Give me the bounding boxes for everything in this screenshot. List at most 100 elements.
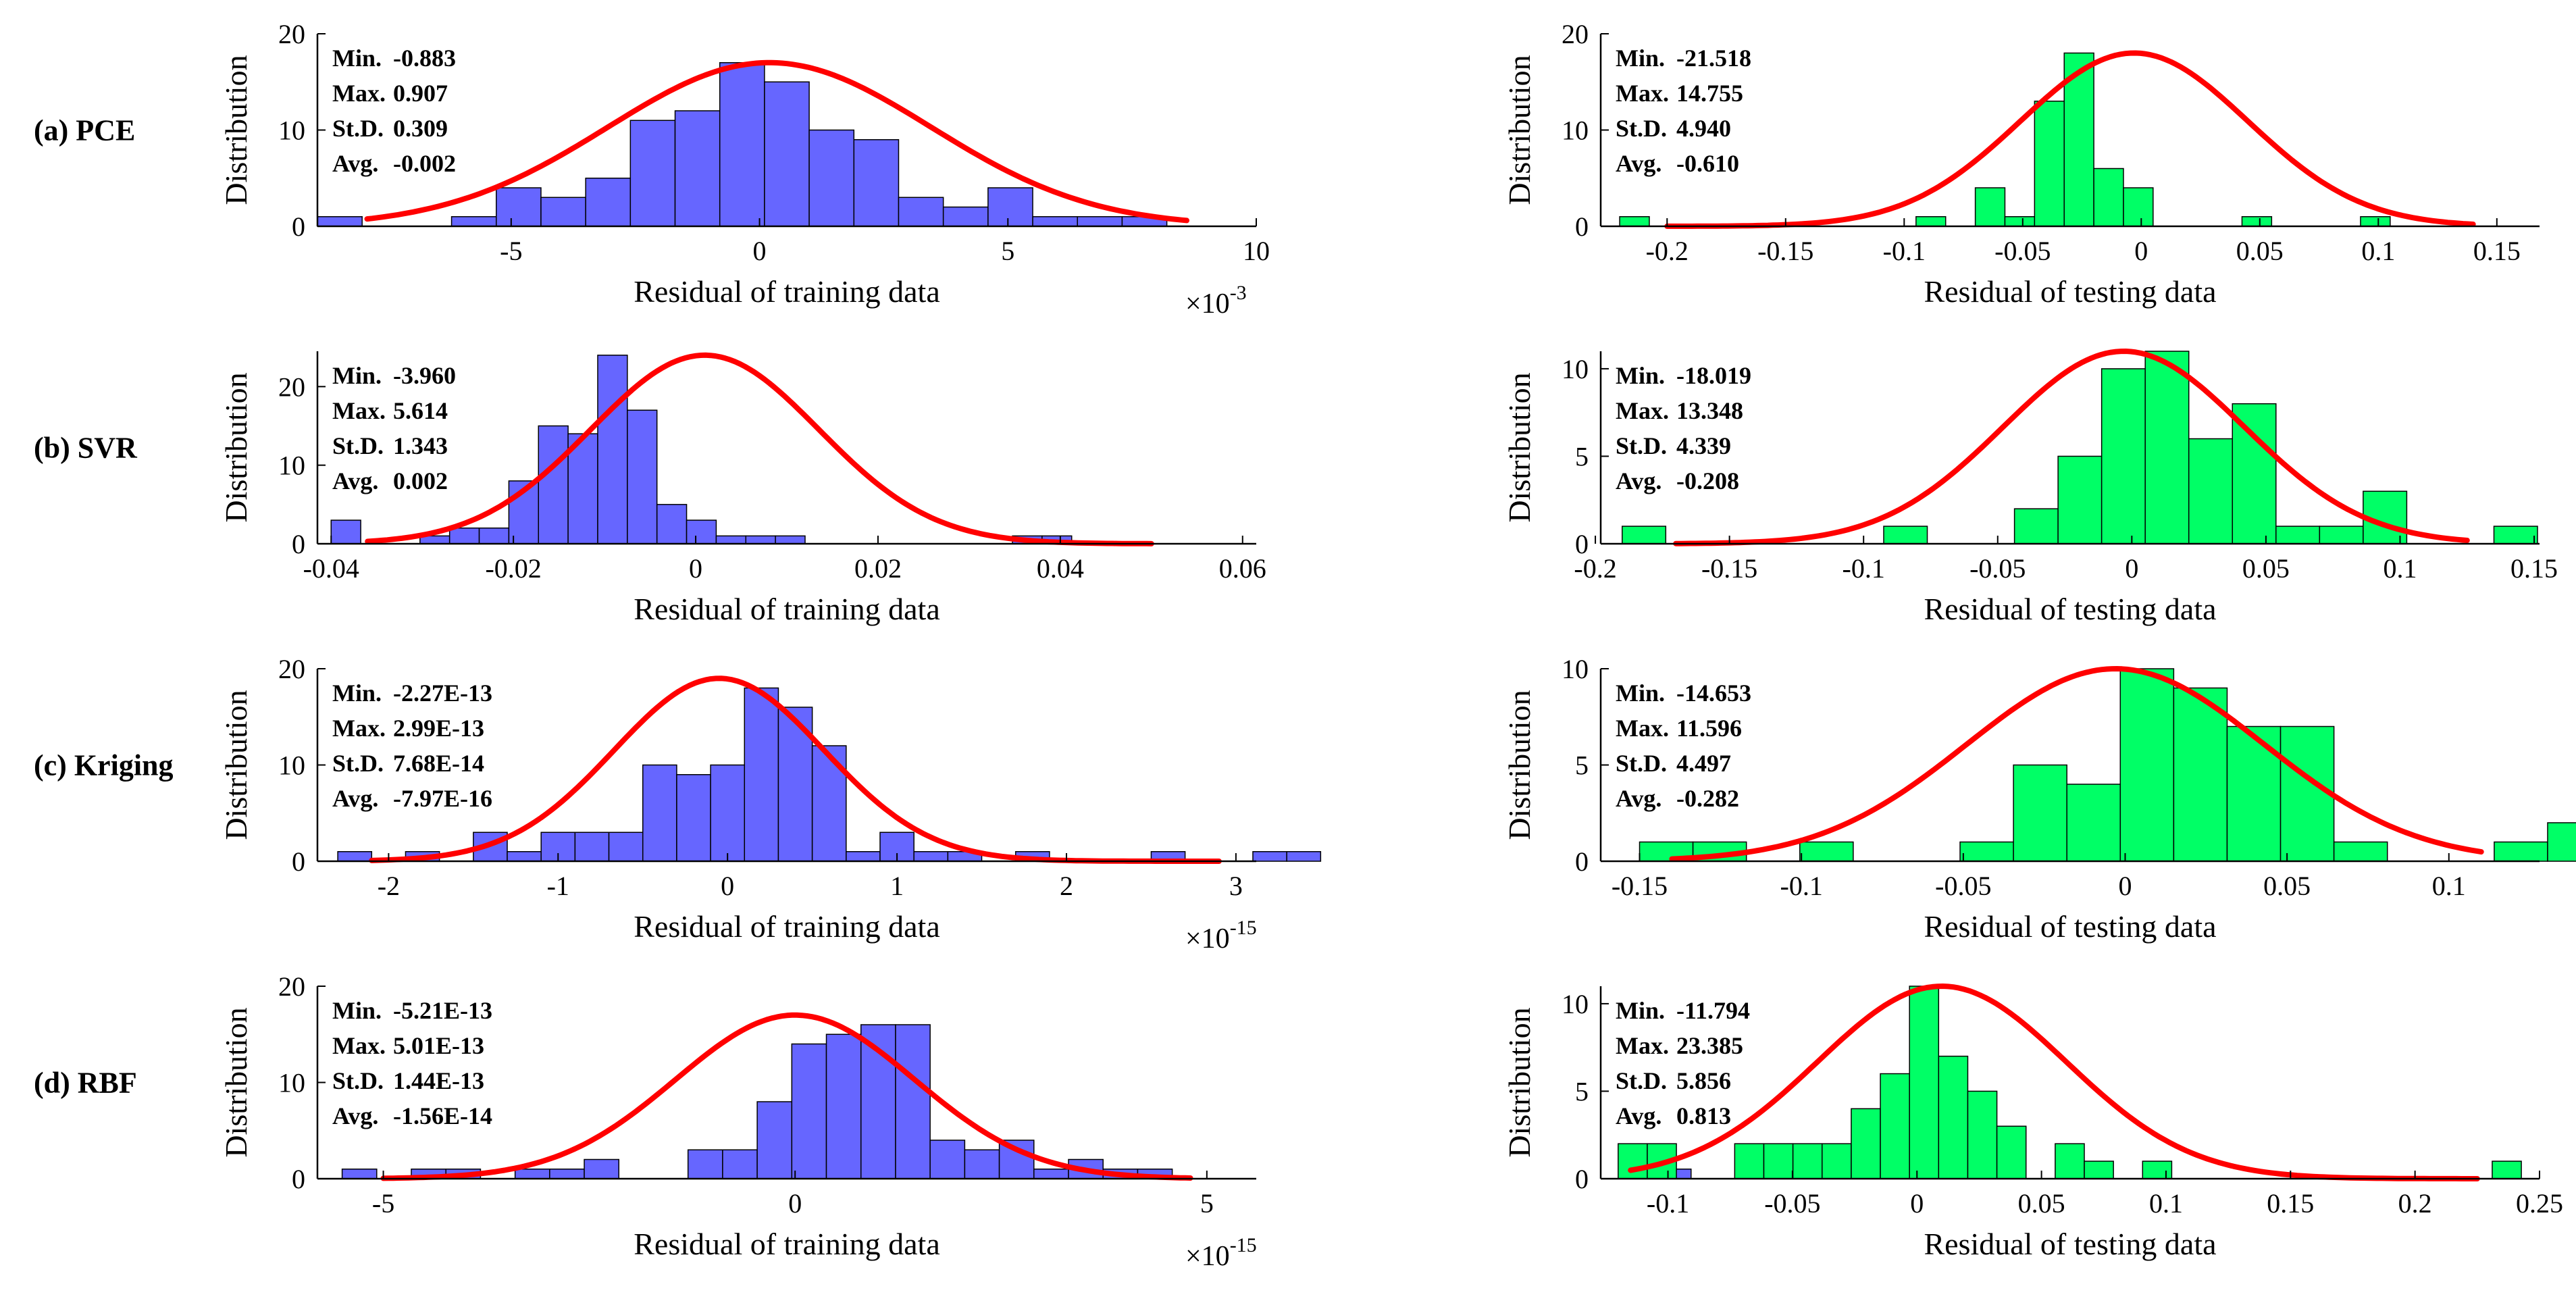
stat-value: 11.596 bbox=[1676, 715, 1742, 742]
stats-annotation: Min. -3.960 Max. 5.614 St.D. 1.343 Avg. 0.002 bbox=[332, 362, 456, 494]
normal-fit-curve bbox=[1628, 983, 2480, 1181]
x-tick-label: 0.1 bbox=[2149, 1188, 2183, 1219]
y-tick-label: 10 bbox=[1562, 116, 1589, 146]
y-tick-label: 5 bbox=[1575, 1076, 1589, 1106]
x-tick-label: -0.05 bbox=[1935, 871, 1991, 901]
histogram-bar bbox=[2188, 438, 2234, 544]
normal-fit-curve bbox=[1664, 50, 2476, 229]
x-tick-label: 0.1 bbox=[2361, 236, 2395, 266]
x-tick-label: 0.25 bbox=[2516, 1188, 2563, 1219]
x-axis-label: Residual of training data bbox=[634, 592, 940, 626]
stats-annotation: Min. -5.21E-13 Max. 5.01E-13 St.D. 1.44E-13 Av… bbox=[332, 997, 492, 1129]
histogram-bar bbox=[656, 504, 688, 544]
histogram-bar bbox=[2492, 1160, 2522, 1179]
histogram-bar bbox=[791, 1043, 827, 1179]
stats-annotation: Min. -11.794 Max. 23.385 St.D. 5.856 Avg. 0.813 bbox=[1616, 997, 1750, 1129]
histogram-bar bbox=[1734, 1143, 1765, 1179]
histogram-bars bbox=[1639, 668, 2576, 862]
stat-value: -14.653 bbox=[1676, 680, 1751, 707]
x-tick-label: 10 bbox=[1243, 236, 1270, 266]
x-tick-label: 0.15 bbox=[2473, 236, 2521, 266]
x-tick-label: 0 bbox=[2125, 553, 2138, 584]
y-tick-label: 0 bbox=[292, 846, 305, 877]
stat-value: 7.68E-14 bbox=[393, 750, 484, 777]
histogram-bar bbox=[608, 832, 644, 862]
histogram-panel-7: -0.1 -0.05 0 0.05 0.1 0.15 0.2 0.25 0 5 10 Residual… bbox=[1502, 983, 2563, 1261]
histogram-bar bbox=[2093, 168, 2124, 227]
histogram-bar bbox=[895, 1024, 931, 1179]
stat-value: 5.01E-13 bbox=[393, 1032, 484, 1059]
histogram-bar bbox=[710, 764, 746, 862]
y-tick-label: 20 bbox=[278, 372, 305, 402]
x-tick-label: 0 bbox=[2134, 236, 2148, 266]
stat-label: Min. bbox=[332, 997, 382, 1024]
histogram-bar bbox=[1618, 1143, 1648, 1179]
histogram-bar bbox=[2232, 403, 2277, 544]
y-axis-label: Distribution bbox=[219, 372, 253, 522]
stat-value: -3.960 bbox=[393, 362, 456, 389]
histogram-bar bbox=[2279, 725, 2335, 862]
stat-value: -0.610 bbox=[1676, 150, 1739, 177]
x-tick-label: 0.05 bbox=[2242, 553, 2290, 584]
y-axis-label: Distribution bbox=[219, 1007, 253, 1157]
normal-fit-curve bbox=[380, 1012, 1193, 1181]
stat-label: Min. bbox=[1616, 680, 1665, 707]
histogram-bar bbox=[2173, 687, 2228, 862]
x-tick-label: 0.1 bbox=[2432, 871, 2466, 901]
stats-annotation: Min. -18.019 Max. 13.348 St.D. 4.339 Avg. -0.20… bbox=[1616, 362, 1751, 494]
histogram-panel-2: -0.04 -0.02 0 0.02 0.04 0.06 0 10 20 Residual of … bbox=[219, 351, 1266, 626]
x-tick-label: 0.15 bbox=[2510, 553, 2558, 584]
histogram-bar bbox=[987, 187, 1033, 227]
y-tick-label: 10 bbox=[278, 451, 305, 481]
histogram-panel-3: -0.2 -0.15 -0.1 -0.05 0 0.05 0.1 0.15 0 5 10 Residu… bbox=[1502, 349, 2558, 626]
x-exponent-label: ×10-15 bbox=[1185, 917, 1257, 954]
x-tick-label: 0.06 bbox=[1219, 553, 1266, 584]
x-axis-label: Residual of training data bbox=[634, 1227, 940, 1261]
x-tick-label: -0.05 bbox=[1764, 1188, 1820, 1219]
histogram-bar bbox=[642, 764, 677, 862]
histogram-bar bbox=[2119, 668, 2175, 862]
histogram-bar bbox=[898, 197, 944, 227]
x-tick-label: 0.2 bbox=[2398, 1188, 2432, 1219]
histogram-bar bbox=[1822, 1143, 1852, 1179]
histogram-bar bbox=[2084, 1160, 2114, 1179]
histogram-bar bbox=[745, 535, 776, 544]
histogram-bar bbox=[1286, 851, 1322, 862]
stat-value: 0.309 bbox=[393, 115, 448, 142]
histogram-bar bbox=[2034, 101, 2065, 227]
stat-label: Max. bbox=[332, 397, 386, 424]
x-tick-label: 0 bbox=[689, 553, 702, 584]
stat-value: -5.21E-13 bbox=[393, 997, 492, 1024]
x-axis-label: Residual of training data bbox=[634, 909, 940, 944]
y-axis-label: Distribution bbox=[1502, 372, 1537, 522]
stat-label: Max. bbox=[332, 1032, 386, 1059]
histogram-bar bbox=[1883, 526, 1928, 544]
histogram-bar bbox=[1763, 1143, 1794, 1179]
histogram-bar bbox=[1799, 841, 1854, 862]
stat-label: St.D. bbox=[1616, 432, 1667, 459]
histogram-bars bbox=[1622, 351, 2538, 544]
histogram-bar bbox=[1792, 1143, 1823, 1179]
histogram-bar bbox=[2360, 216, 2391, 227]
stat-value: -21.518 bbox=[1676, 45, 1751, 72]
y-tick-label: 0 bbox=[1575, 211, 1589, 242]
x-tick-label: 0.1 bbox=[2383, 553, 2417, 584]
stat-label: Max. bbox=[1616, 1032, 1669, 1059]
stat-label: Min. bbox=[332, 362, 382, 389]
histogram-bar bbox=[1915, 216, 1947, 227]
histogram-bar bbox=[1077, 216, 1123, 227]
y-axis-label: Distribution bbox=[219, 690, 253, 840]
stat-label: St.D. bbox=[332, 432, 384, 459]
histogram-bar bbox=[964, 1149, 1000, 1179]
x-tick-label: 0.05 bbox=[2018, 1188, 2065, 1219]
histogram-bar bbox=[2319, 526, 2364, 544]
histogram-bars bbox=[337, 687, 1322, 862]
histogram-bar bbox=[1033, 1169, 1069, 1179]
stat-value: 0.907 bbox=[393, 80, 448, 107]
stat-label: Max. bbox=[1616, 715, 1669, 742]
stat-label: Min. bbox=[1616, 362, 1665, 389]
normal-fit-curve bbox=[364, 59, 1189, 224]
x-tick-label: -0.05 bbox=[1969, 553, 2026, 584]
stat-value: -0.282 bbox=[1676, 785, 1739, 812]
histogram-bar bbox=[811, 745, 847, 862]
